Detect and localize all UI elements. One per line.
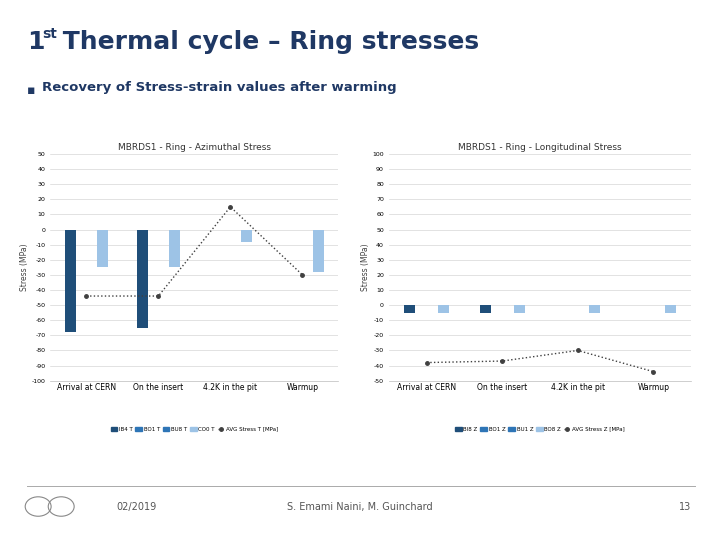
Y-axis label: Stress (MPa): Stress (MPa)	[361, 244, 369, 291]
Text: 02/2019: 02/2019	[117, 502, 157, 511]
Text: st: st	[42, 27, 57, 41]
Bar	[665, 305, 676, 313]
Bar	[589, 305, 600, 313]
Bar	[513, 305, 525, 313]
Text: Recovery of Stress-strain values after warming: Recovery of Stress-strain values after w…	[42, 81, 397, 94]
Bar	[438, 305, 449, 313]
Title: MBRDS1 - Ring - Azimuthal Stress: MBRDS1 - Ring - Azimuthal Stress	[118, 143, 271, 152]
Bar	[137, 230, 148, 328]
Legend: IB4 T, BO1 T, BU8 T, CO0 T, AVG Stress T [MPa]: IB4 T, BO1 T, BU8 T, CO0 T, AVG Stress T…	[108, 424, 281, 434]
Bar	[404, 305, 415, 313]
Text: 13: 13	[679, 502, 691, 511]
Bar	[65, 230, 76, 332]
Bar	[97, 230, 108, 267]
Bar	[241, 230, 252, 241]
Legend: BI8 Z, BO1 Z, BU1 Z, BO8 Z, AVG Stress Z [MPa]: BI8 Z, BO1 Z, BU1 Z, BO8 Z, AVG Stress Z…	[453, 424, 627, 434]
Text: S. Emami Naini, M. Guinchard: S. Emami Naini, M. Guinchard	[287, 502, 433, 511]
Y-axis label: Stress (MPa): Stress (MPa)	[20, 244, 29, 291]
Bar	[169, 230, 180, 267]
Text: 1: 1	[27, 30, 45, 53]
Title: MBRDS1 - Ring - Longitudinal Stress: MBRDS1 - Ring - Longitudinal Stress	[458, 143, 622, 152]
Bar	[313, 230, 324, 272]
Text: ▪: ▪	[27, 84, 36, 97]
Bar	[480, 305, 491, 313]
Text: Thermal cycle – Ring stresses: Thermal cycle – Ring stresses	[54, 30, 479, 53]
